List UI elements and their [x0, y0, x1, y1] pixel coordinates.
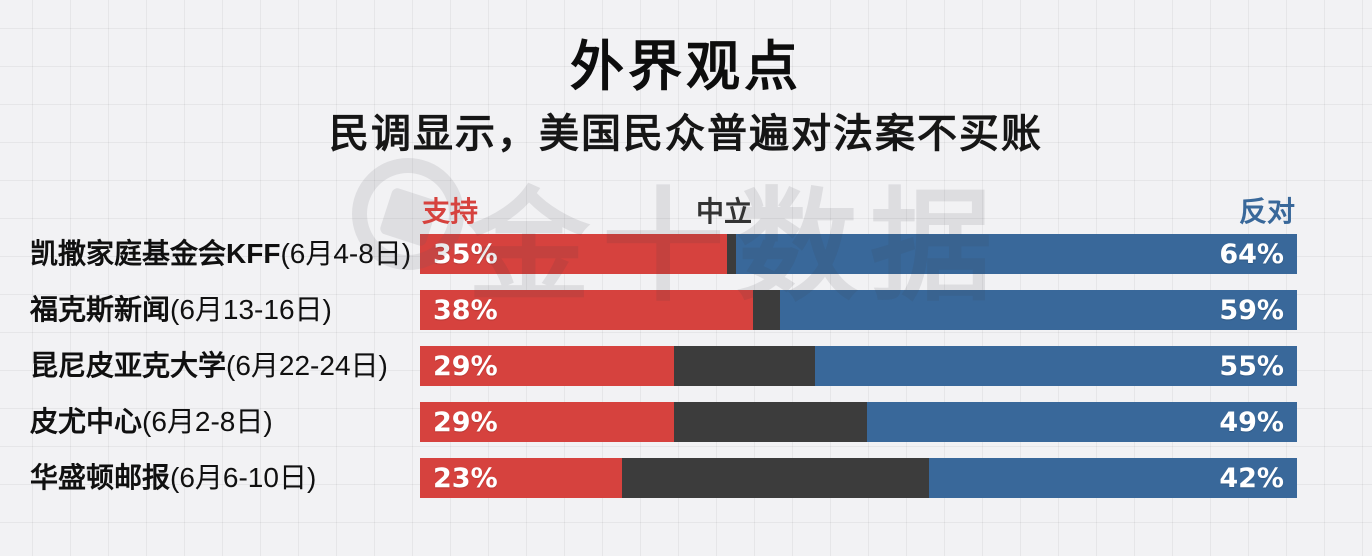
- chart-rows: 凯撒家庭基金会KFF(6月4-8日) 35% 64% 福克斯新闻(6月13-16…: [0, 234, 1372, 514]
- bar-segment-neutral: [674, 346, 815, 386]
- bar-segment-neutral: [621, 458, 929, 498]
- bar-segment-support: 23%: [420, 458, 622, 498]
- bar-segment-oppose: 59%: [779, 290, 1297, 330]
- poll-date-range: (6月4-8日): [280, 238, 412, 269]
- poll-source-label: 昆尼皮亚克大学(6月22-24日): [0, 346, 420, 386]
- bar-segment-oppose: 55%: [814, 346, 1297, 386]
- stacked-bar: 29% 49%: [420, 402, 1297, 442]
- bar-segment-support: 35%: [420, 234, 727, 274]
- poll-org-name: 皮尤中心: [30, 406, 143, 437]
- page-title: 外界观点: [570, 37, 802, 97]
- oppose-value-label: 49%: [1219, 406, 1284, 438]
- page-subtitle: 民调显示，美国民众普遍对法案不买账: [329, 112, 1043, 156]
- oppose-value-label: 64%: [1219, 238, 1284, 270]
- bar-segment-support: 38%: [420, 290, 754, 330]
- support-value-label: 23%: [433, 462, 498, 494]
- bar-segment-neutral: [753, 290, 780, 330]
- poll-date-range: (6月22-24日): [226, 350, 388, 381]
- stacked-bar: 29% 55%: [420, 346, 1297, 386]
- table-row: 皮尤中心(6月2-8日) 29% 49%: [0, 402, 1372, 442]
- poll-org-name: 昆尼皮亚克大学: [30, 350, 227, 381]
- poll-org-name: 华盛顿邮报: [30, 462, 171, 493]
- poll-source-label: 福克斯新闻(6月13-16日): [0, 290, 420, 330]
- bar-segment-support: 29%: [420, 346, 675, 386]
- oppose-value-label: 55%: [1219, 350, 1284, 382]
- bar-segment-neutral: [674, 402, 868, 442]
- bar-segment-neutral: [726, 234, 736, 274]
- poll-org-name: 凯撒家庭基金会KFF: [30, 238, 281, 269]
- oppose-value-label: 59%: [1219, 294, 1284, 326]
- stacked-bar: 23% 42%: [420, 458, 1297, 498]
- table-row: 福克斯新闻(6月13-16日) 38% 59%: [0, 290, 1372, 330]
- table-row: 昆尼皮亚克大学(6月22-24日) 29% 55%: [0, 346, 1372, 386]
- bar-segment-oppose: 42%: [928, 458, 1297, 498]
- legend-oppose-label: 反对: [1238, 196, 1295, 227]
- poll-date-range: (6月13-16日): [170, 294, 332, 325]
- poll-source-label: 皮尤中心(6月2-8日): [0, 402, 420, 442]
- poll-source-label: 华盛顿邮报(6月6-10日): [0, 458, 420, 498]
- poll-date-range: (6月6-10日): [170, 462, 317, 493]
- oppose-value-label: 42%: [1219, 462, 1284, 494]
- stacked-bar: 38% 59%: [420, 290, 1297, 330]
- stacked-bar: 35% 64%: [420, 234, 1297, 274]
- bar-segment-support: 29%: [420, 402, 675, 442]
- support-value-label: 29%: [433, 350, 498, 382]
- support-value-label: 35%: [433, 238, 498, 270]
- bar-segment-oppose: 49%: [867, 402, 1297, 442]
- table-row: 凯撒家庭基金会KFF(6月4-8日) 35% 64%: [0, 234, 1372, 274]
- legend: 支持 中立 反对: [420, 190, 1297, 228]
- support-value-label: 29%: [433, 406, 498, 438]
- table-row: 华盛顿邮报(6月6-10日) 23% 42%: [0, 458, 1372, 498]
- poll-date-range: (6月2-8日): [142, 406, 273, 437]
- support-value-label: 38%: [433, 294, 498, 326]
- legend-support-label: 支持: [422, 196, 479, 227]
- legend-neutral-label: 中立: [696, 196, 753, 227]
- poll-org-name: 福克斯新闻: [30, 294, 171, 325]
- poll-source-label: 凯撒家庭基金会KFF(6月4-8日): [0, 234, 420, 274]
- bar-segment-oppose: 64%: [735, 234, 1297, 274]
